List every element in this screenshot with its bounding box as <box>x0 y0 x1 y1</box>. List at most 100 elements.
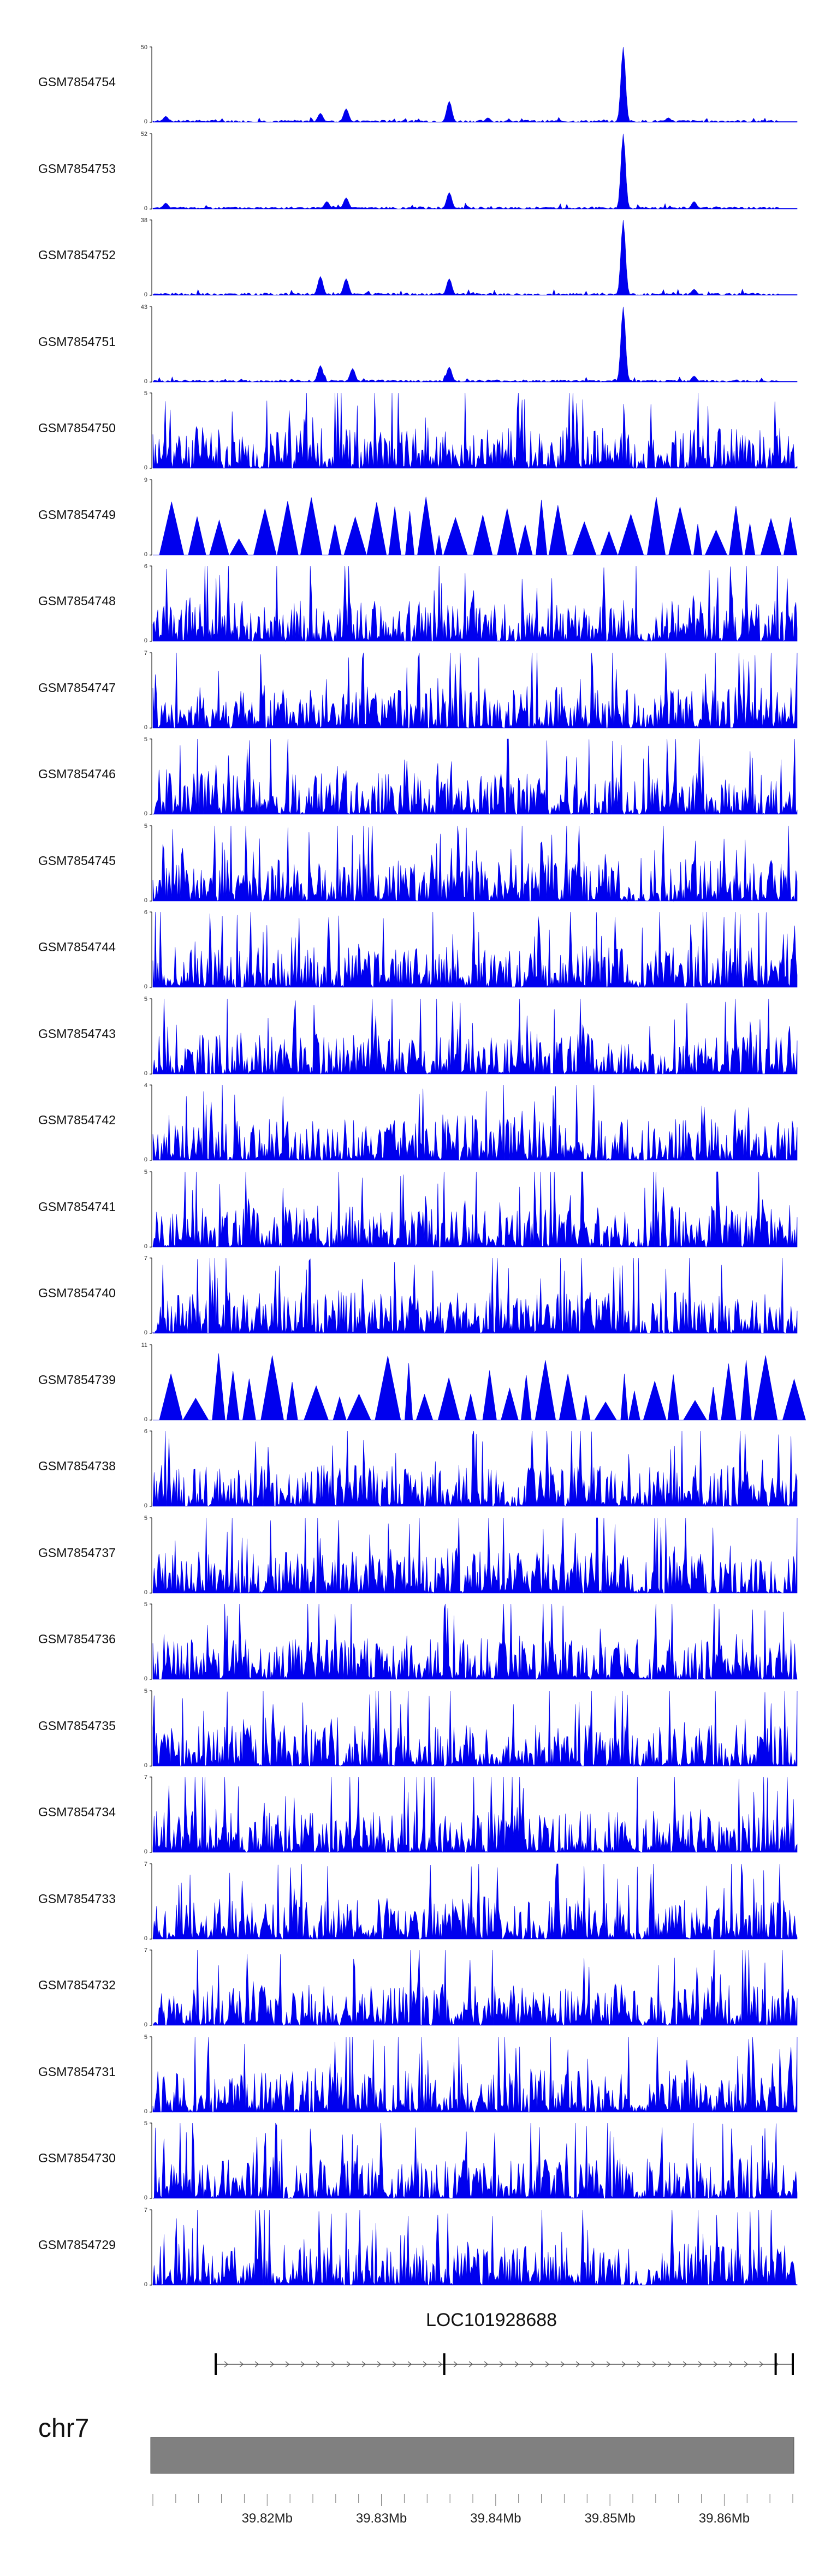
track-GSM7854738: GSM7854738 6 0 <box>0 1428 819 1513</box>
ytick-max: 6 <box>144 909 147 916</box>
ytick-max: 50 <box>141 44 147 51</box>
strand-chevron <box>621 2361 626 2368</box>
strand-chevron <box>667 2361 672 2368</box>
ytick-zero: 0 <box>144 1070 147 1077</box>
genome-axis: 39.82Mb 39.83Mb 39.84Mb 39.85Mb 39.86Mb <box>150 2437 794 2526</box>
track-plot: 52 0 <box>141 131 798 212</box>
ytick-zero: 0 <box>144 291 147 298</box>
coverage-area <box>152 825 798 902</box>
ytick-zero: 0 <box>144 810 147 817</box>
track-plot: 70 <box>144 1947 798 2028</box>
track-plot: 70 <box>144 1861 798 1942</box>
coverage-area <box>152 133 798 209</box>
coverage-area <box>152 2036 798 2113</box>
track-plot: 60 <box>144 1428 798 1509</box>
strand-chevron <box>514 2361 519 2368</box>
strand-chevron <box>361 2361 366 2368</box>
ytick-max: 7 <box>144 1861 147 1868</box>
coverage-area <box>152 1863 798 1940</box>
ytick-zero: 0 <box>144 1243 147 1250</box>
ytick-max: 5 <box>144 2120 147 2127</box>
track-plot: 50 <box>144 1169 798 1250</box>
ytick-zero: 0 <box>144 2108 147 2115</box>
coverage-area <box>152 2122 798 2199</box>
track-label: GSM7854754 <box>38 75 116 89</box>
track-label: GSM7854753 <box>38 161 116 176</box>
track-plot: 50 <box>144 2034 798 2115</box>
strand-chevron <box>530 2361 535 2368</box>
track-GSM7854745: GSM7854745 5 0 <box>0 822 819 908</box>
exon-block <box>215 2353 217 2375</box>
track-plot: 70 <box>144 650 798 731</box>
strand-chevron <box>254 2361 259 2368</box>
track-label: GSM7854741 <box>38 1199 116 1214</box>
coverage-area <box>152 998 798 1075</box>
track-GSM7854733: GSM7854733 7 0 <box>0 1861 819 1946</box>
track-label: GSM7854746 <box>38 767 116 781</box>
track-GSM7854751: GSM7854751 43 0 <box>0 303 819 389</box>
strand-chevron <box>423 2361 428 2368</box>
coverage-area <box>152 1084 798 1161</box>
coverage-area <box>152 1517 798 1594</box>
strand-chevron <box>682 2361 687 2368</box>
ytick-max: 5 <box>144 390 147 397</box>
ytick-zero: 0 <box>144 1589 147 1596</box>
ytick-max: 5 <box>144 996 147 1003</box>
track-GSM7854753: GSM7854753 52 0 <box>0 130 819 216</box>
ytick-zero: 0 <box>144 637 147 644</box>
track-label: GSM7854740 <box>38 1286 116 1300</box>
track-plot: 50 <box>144 390 798 471</box>
exon-block <box>443 2353 446 2375</box>
track-plot: 70 <box>144 2207 798 2288</box>
track-GSM7854742: GSM7854742 4 0 <box>0 1082 819 1167</box>
track-GSM7854750: GSM7854750 5 0 <box>0 390 819 475</box>
track-plot: 50 0 <box>141 44 798 125</box>
track-label: GSM7854742 <box>38 1113 116 1127</box>
track-GSM7854740: GSM7854740 7 0 <box>0 1255 819 1340</box>
ytick-zero: 0 <box>144 118 147 125</box>
track-plot: 50 <box>144 823 798 904</box>
axis-tick-label: 39.82Mb <box>242 2511 293 2526</box>
ytick-max: 5 <box>144 1601 147 1608</box>
coverage-area <box>152 1257 798 1334</box>
track-plot: 50 <box>144 1601 798 1682</box>
strand-chevron <box>575 2361 580 2368</box>
ytick-max: 43 <box>141 304 147 311</box>
gene-model <box>215 2353 794 2375</box>
ytick-max: 6 <box>144 563 147 570</box>
track-plot: 60 <box>144 909 798 990</box>
strand-chevron <box>285 2361 290 2368</box>
ytick-zero: 0 <box>144 1502 147 1509</box>
ytick-zero: 0 <box>144 2195 147 2201</box>
strand-chevron <box>468 2361 473 2368</box>
ytick-zero: 0 <box>144 897 147 904</box>
track-GSM7854752: GSM7854752 38 0 <box>0 217 819 302</box>
strand-chevron <box>239 2361 244 2368</box>
track-GSM7854746: GSM7854746 5 0 <box>0 736 819 821</box>
track-plot: 38 0 <box>141 217 798 298</box>
strand-chevron <box>591 2361 596 2368</box>
axis-tick-label: 39.86Mb <box>699 2511 750 2526</box>
ytick-zero: 0 <box>144 724 147 731</box>
coverage-area <box>152 1949 798 2026</box>
track-label: GSM7854737 <box>38 1545 116 1560</box>
ytick-max: 7 <box>144 2207 147 2214</box>
ytick-zero: 0 <box>144 378 147 385</box>
track-plot: 90 <box>144 477 798 558</box>
coverage-area <box>152 392 798 469</box>
ytick-max: 5 <box>144 2034 147 2041</box>
coverage-area <box>153 1353 806 1420</box>
chromosome-ideogram-track: chr7 39.82Mb 39.83Mb 39.84Mb 39.85Mb 39.86Mb <box>0 2401 819 2576</box>
ytick-max: 9 <box>144 477 147 484</box>
track-GSM7854731: GSM7854731 5 0 <box>0 2034 819 2119</box>
track-GSM7854748: GSM7854748 6 0 <box>0 563 819 648</box>
track-GSM7854729: GSM7854729 7 0 <box>0 2207 819 2292</box>
strand-chevron <box>453 2361 458 2368</box>
strand-chevron <box>484 2361 489 2368</box>
track-label: GSM7854744 <box>38 940 116 954</box>
strand-chevron <box>545 2361 550 2368</box>
coverage-area <box>153 496 798 555</box>
gene-name: LOC101928688 <box>425 2310 557 2330</box>
track-plot: 50 <box>144 1688 798 1769</box>
track-plot: 70 <box>144 1255 798 1336</box>
